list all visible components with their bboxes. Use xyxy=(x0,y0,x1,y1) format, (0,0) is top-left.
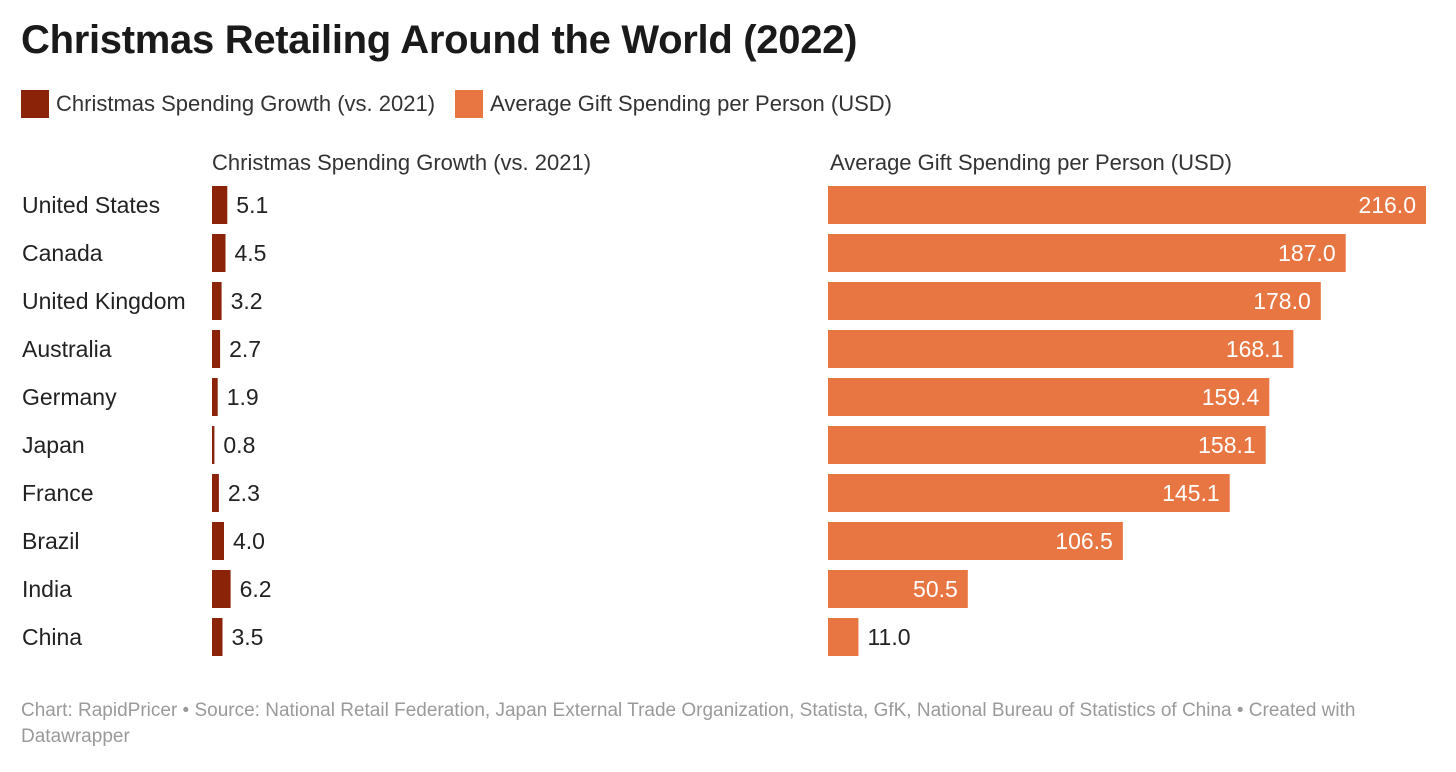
gift-spending-value-label: 159.4 xyxy=(1202,384,1260,410)
gift-spending-bar xyxy=(828,234,1346,272)
gift-spending-bar xyxy=(828,426,1266,464)
gift-spending-value-label: 168.1 xyxy=(1226,336,1284,362)
gift-spending-value-label: 178.0 xyxy=(1253,288,1311,314)
category-label: China xyxy=(22,624,82,650)
growth-bar xyxy=(212,186,228,224)
category-label: India xyxy=(22,576,72,602)
legend-swatch-growth xyxy=(21,90,49,118)
category-label: United States xyxy=(22,192,160,218)
growth-bar xyxy=(212,234,226,272)
gift-spending-bar xyxy=(828,474,1230,512)
category-label: France xyxy=(22,480,94,506)
category-label: Canada xyxy=(22,240,103,266)
chart-footer: Chart: RapidPricer • Source: National Re… xyxy=(21,700,1356,747)
growth-value-label: 0.8 xyxy=(223,432,255,458)
chart-title: Christmas Retailing Around the World (20… xyxy=(21,18,858,62)
growth-value-label: 3.5 xyxy=(232,624,264,650)
growth-value-label: 2.7 xyxy=(229,336,261,362)
gift-spending-value-label: 187.0 xyxy=(1278,240,1336,266)
growth-value-label: 3.2 xyxy=(231,288,263,314)
gift-spending-bar xyxy=(828,378,1270,416)
legend-swatch-gift-spending xyxy=(455,90,484,118)
growth-bar xyxy=(212,330,221,368)
column-header-gift-spending: Average Gift Spending per Person (USD) xyxy=(830,150,1232,175)
gift-spending-bar xyxy=(828,186,1426,224)
gift-spending-bar xyxy=(828,522,1123,560)
gift-spending-value-label: 11.0 xyxy=(867,624,910,650)
growth-value-label: 4.5 xyxy=(235,240,267,266)
growth-bar xyxy=(212,570,231,608)
column-header-growth: Christmas Spending Growth (vs. 2021) xyxy=(212,150,591,175)
category-label: Brazil xyxy=(22,528,80,554)
gift-spending-value-label: 158.1 xyxy=(1198,432,1256,458)
gift-spending-value-label: 50.5 xyxy=(913,576,958,602)
growth-bar xyxy=(212,474,219,512)
gift-spending-bar xyxy=(828,282,1321,320)
growth-value-label: 2.3 xyxy=(228,480,260,506)
legend: Christmas Spending Growth (vs. 2021) Ave… xyxy=(21,90,912,118)
gift-spending-bar xyxy=(828,618,859,656)
category-label: United Kingdom xyxy=(22,288,186,314)
growth-bar xyxy=(212,522,224,560)
category-label: Germany xyxy=(22,384,117,410)
growth-value-label: 6.2 xyxy=(240,576,272,602)
growth-value-label: 1.9 xyxy=(227,384,259,410)
category-label: Australia xyxy=(22,336,112,362)
gift-spending-bar xyxy=(828,570,968,608)
growth-bar xyxy=(212,426,215,464)
legend-item-gift-spending: Average Gift Spending per Person (USD) xyxy=(455,90,892,118)
gift-spending-value-label: 106.5 xyxy=(1055,528,1113,554)
growth-bar xyxy=(212,618,223,656)
gift-spending-value-label: 216.0 xyxy=(1358,192,1416,218)
gift-spending-bar xyxy=(828,330,1294,368)
growth-value-label: 5.1 xyxy=(236,192,268,218)
legend-label-growth: Christmas Spending Growth (vs. 2021) xyxy=(56,91,436,116)
bar-chart: Christmas Spending Growth (vs. 2021) Aver… xyxy=(22,150,1426,656)
legend-label-gift-spending: Average Gift Spending per Person (USD) xyxy=(490,91,892,116)
legend-item-growth: Christmas Spending Growth (vs. 2021) xyxy=(21,90,435,118)
growth-bar xyxy=(212,378,218,416)
category-label: Japan xyxy=(22,432,85,458)
growth-bar xyxy=(212,282,222,320)
gift-spending-value-label: 145.1 xyxy=(1162,480,1220,506)
growth-value-label: 4.0 xyxy=(233,528,265,554)
